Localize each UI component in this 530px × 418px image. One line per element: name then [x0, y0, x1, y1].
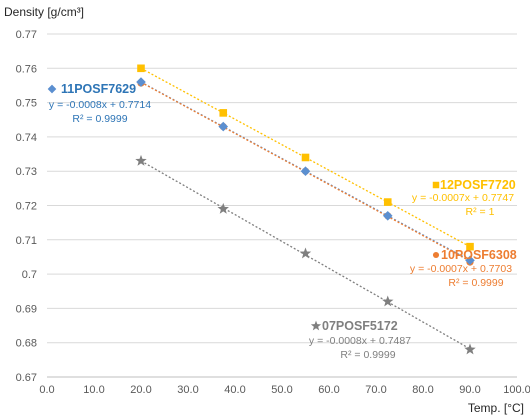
x-tick-label: 30.0	[177, 384, 198, 396]
series-name-10POSF6308: 10POSF6308	[441, 248, 517, 262]
x-tick-label: 70.0	[365, 384, 386, 396]
equation-11POSF7629: y = -0.0008x + 0.7714	[49, 99, 151, 111]
marker-12POSF7720	[466, 242, 474, 251]
series-name-11POSF7629: 11POSF7629	[61, 82, 136, 96]
x-tick-label: 50.0	[271, 384, 292, 396]
marker-11POSF7629	[382, 210, 393, 221]
x-tick-label: 10.0	[83, 384, 104, 396]
legend-marker-11POSF7629	[47, 84, 57, 94]
legend-marker-12POSF7720	[432, 181, 440, 189]
x-tick-label: 90.0	[459, 384, 480, 396]
label-11POSF7629: 11POSF7629 y = -0.0008x + 0.7714 R² = 0.…	[49, 82, 151, 125]
y-tick-label: 0.68	[16, 338, 37, 350]
marker-07POSF5172	[464, 343, 476, 355]
x-tick-label: 0.0	[39, 384, 54, 396]
r2-10POSF6308: R² = 0.9999	[448, 277, 503, 289]
x-tick-label: 100.0	[503, 384, 530, 396]
marker-11POSF7629	[136, 77, 146, 87]
marker-07POSF5172	[382, 295, 394, 307]
marker-07POSF5172	[217, 202, 229, 214]
x-tick-label: 20.0	[130, 384, 151, 396]
marker-07POSF5172	[299, 247, 312, 259]
x-axis-label: Temp. [°C]	[468, 401, 524, 415]
label-07POSF5172: 07POSF5172 y = -0.0008x + 0.7487 R² = 0.…	[309, 319, 411, 361]
x-tick-label: 60.0	[318, 384, 339, 396]
tick-labels: 0.67 0.68 0.69 0.7 0.71 0.72 0.73 0.74 0.75 0.76 0…	[16, 29, 530, 396]
y-tick-label: 0.73	[16, 166, 37, 178]
data-markers	[135, 64, 476, 355]
marker-07POSF5172	[135, 154, 147, 166]
y-tick-label: 0.71	[16, 235, 37, 247]
y-tick-label: 0.74	[16, 132, 37, 144]
legend-markers	[47, 84, 440, 331]
equation-12POSF7720: y = -0.0007x + 0.7747	[412, 192, 514, 204]
series-name-07POSF5172: 07POSF5172	[322, 319, 398, 333]
series-name-12POSF7720: 12POSF7720	[440, 178, 516, 192]
marker-11POSF7629	[300, 166, 311, 176]
x-tick-label: 40.0	[224, 384, 245, 396]
marker-12POSF7720	[301, 153, 310, 162]
legend-marker-07POSF5172	[310, 320, 322, 331]
y-axis-label: Density [g/cm³]	[4, 5, 84, 19]
y-tick-label: 0.77	[16, 29, 37, 41]
y-tick-label: 0.69	[16, 303, 37, 315]
x-tick-label: 80.0	[412, 384, 433, 396]
label-12POSF7720: 12POSF7720 y = -0.0007x + 0.7747 R² = 1	[412, 178, 516, 218]
trendlines	[140, 67, 471, 350]
y-tick-label: 0.7	[22, 269, 37, 281]
y-tick-label: 0.72	[16, 201, 37, 213]
marker-12POSF7720	[383, 198, 392, 206]
label-10POSF6308: 10POSF6308 y = -0.0007x + 0.7703 R² = 0.…	[410, 248, 517, 289]
legend-marker-10POSF6308	[432, 251, 440, 259]
marker-12POSF7720	[137, 64, 145, 73]
gridlines	[47, 33, 517, 344]
y-tick-label: 0.76	[16, 63, 37, 75]
y-tick-label: 0.67	[16, 372, 37, 384]
r2-07POSF5172: R² = 0.9999	[340, 349, 395, 361]
r2-11POSF7629: R² = 0.9999	[72, 113, 127, 125]
equation-10POSF6308: y = -0.0007x + 0.7703	[410, 263, 512, 275]
r2-12POSF7720: R² = 1	[466, 206, 495, 218]
marker-11POSF7629	[465, 255, 475, 266]
trendline-10POSF6308	[140, 81, 471, 262]
marker-11POSF7629	[218, 121, 229, 132]
y-tick-label: 0.75	[16, 98, 37, 110]
marker-12POSF7720	[219, 109, 228, 117]
equation-07POSF5172: y = -0.0008x + 0.7487	[309, 335, 411, 347]
